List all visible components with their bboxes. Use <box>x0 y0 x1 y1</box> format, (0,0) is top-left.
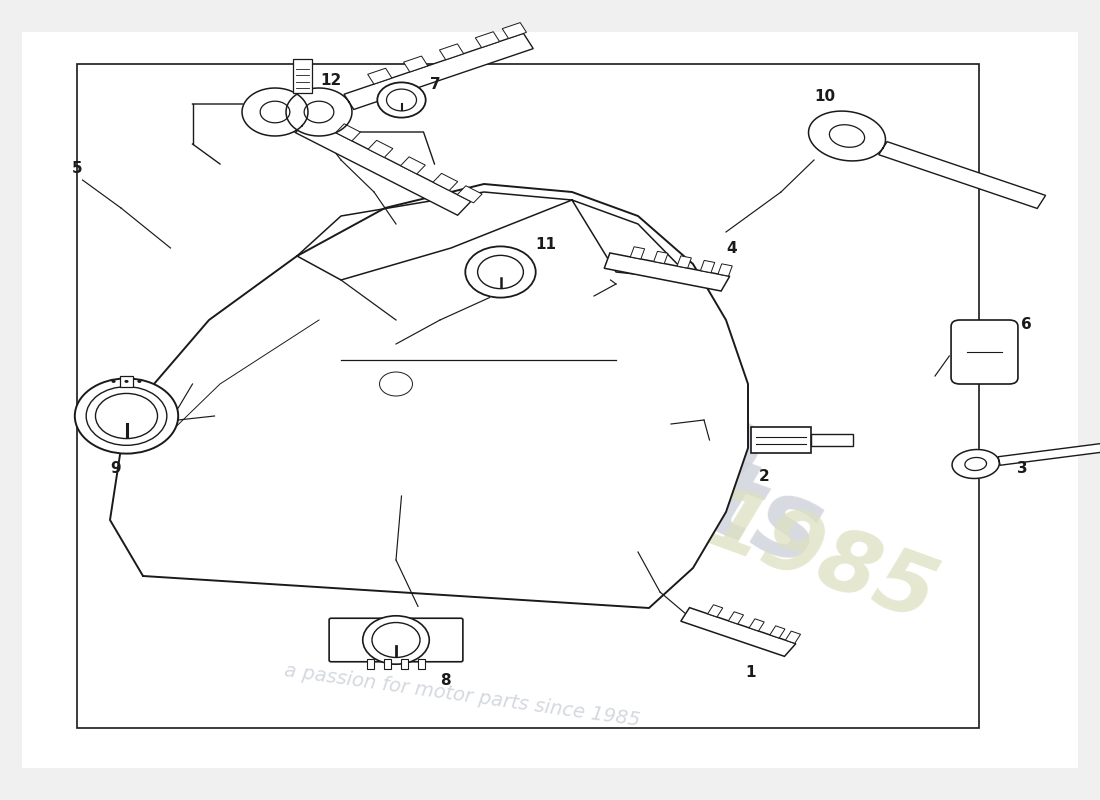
Polygon shape <box>681 608 795 656</box>
Text: 8: 8 <box>440 673 451 688</box>
Polygon shape <box>110 184 748 608</box>
Text: 1985: 1985 <box>693 480 946 640</box>
Circle shape <box>465 246 536 298</box>
Circle shape <box>363 616 429 664</box>
Circle shape <box>86 386 167 446</box>
Polygon shape <box>296 119 471 215</box>
Polygon shape <box>707 605 723 617</box>
Circle shape <box>477 255 524 289</box>
Polygon shape <box>458 186 482 203</box>
Polygon shape <box>604 253 729 291</box>
Text: 1: 1 <box>745 665 756 680</box>
Text: 2: 2 <box>759 469 770 484</box>
Polygon shape <box>653 251 668 263</box>
Polygon shape <box>336 124 361 141</box>
Polygon shape <box>344 34 534 110</box>
Text: europ: europ <box>407 290 778 510</box>
Circle shape <box>386 89 417 111</box>
Polygon shape <box>678 256 692 268</box>
Text: arts: arts <box>572 405 836 587</box>
Text: 12: 12 <box>320 73 341 88</box>
Circle shape <box>377 82 426 118</box>
Polygon shape <box>718 264 733 276</box>
Polygon shape <box>728 612 744 624</box>
Polygon shape <box>242 88 308 136</box>
Polygon shape <box>953 450 999 478</box>
Polygon shape <box>879 142 1046 209</box>
FancyBboxPatch shape <box>952 320 1018 384</box>
Polygon shape <box>770 626 785 638</box>
Text: 5: 5 <box>72 161 82 176</box>
Polygon shape <box>433 174 458 190</box>
Circle shape <box>372 622 420 658</box>
Bar <box>385 659 390 669</box>
Bar <box>77 64 979 728</box>
Polygon shape <box>368 140 393 158</box>
Polygon shape <box>439 44 464 60</box>
Bar <box>418 659 425 669</box>
Bar <box>402 659 407 669</box>
Bar <box>120 376 133 386</box>
Text: a passion for motor parts since 1985: a passion for motor parts since 1985 <box>283 662 641 730</box>
Text: 4: 4 <box>726 241 737 256</box>
Circle shape <box>111 380 116 383</box>
Circle shape <box>96 394 157 438</box>
Text: 10: 10 <box>814 89 836 104</box>
Polygon shape <box>751 426 811 454</box>
Circle shape <box>124 380 129 383</box>
Polygon shape <box>811 434 852 446</box>
Bar <box>367 659 374 669</box>
Text: 7: 7 <box>430 77 441 92</box>
Polygon shape <box>503 22 527 38</box>
FancyBboxPatch shape <box>293 59 312 93</box>
Circle shape <box>138 380 142 383</box>
Text: 6: 6 <box>1021 317 1032 332</box>
Polygon shape <box>808 111 886 161</box>
Polygon shape <box>749 619 764 631</box>
Polygon shape <box>630 246 645 259</box>
Polygon shape <box>286 88 352 136</box>
Circle shape <box>75 378 178 454</box>
Polygon shape <box>367 68 392 84</box>
FancyBboxPatch shape <box>329 618 463 662</box>
Text: 11: 11 <box>536 237 557 252</box>
Text: 9: 9 <box>110 461 121 476</box>
Polygon shape <box>404 56 428 72</box>
Text: 3: 3 <box>1018 461 1028 476</box>
Polygon shape <box>475 32 499 47</box>
Polygon shape <box>998 443 1100 466</box>
Polygon shape <box>785 631 801 643</box>
Polygon shape <box>701 261 715 273</box>
Polygon shape <box>400 157 426 174</box>
